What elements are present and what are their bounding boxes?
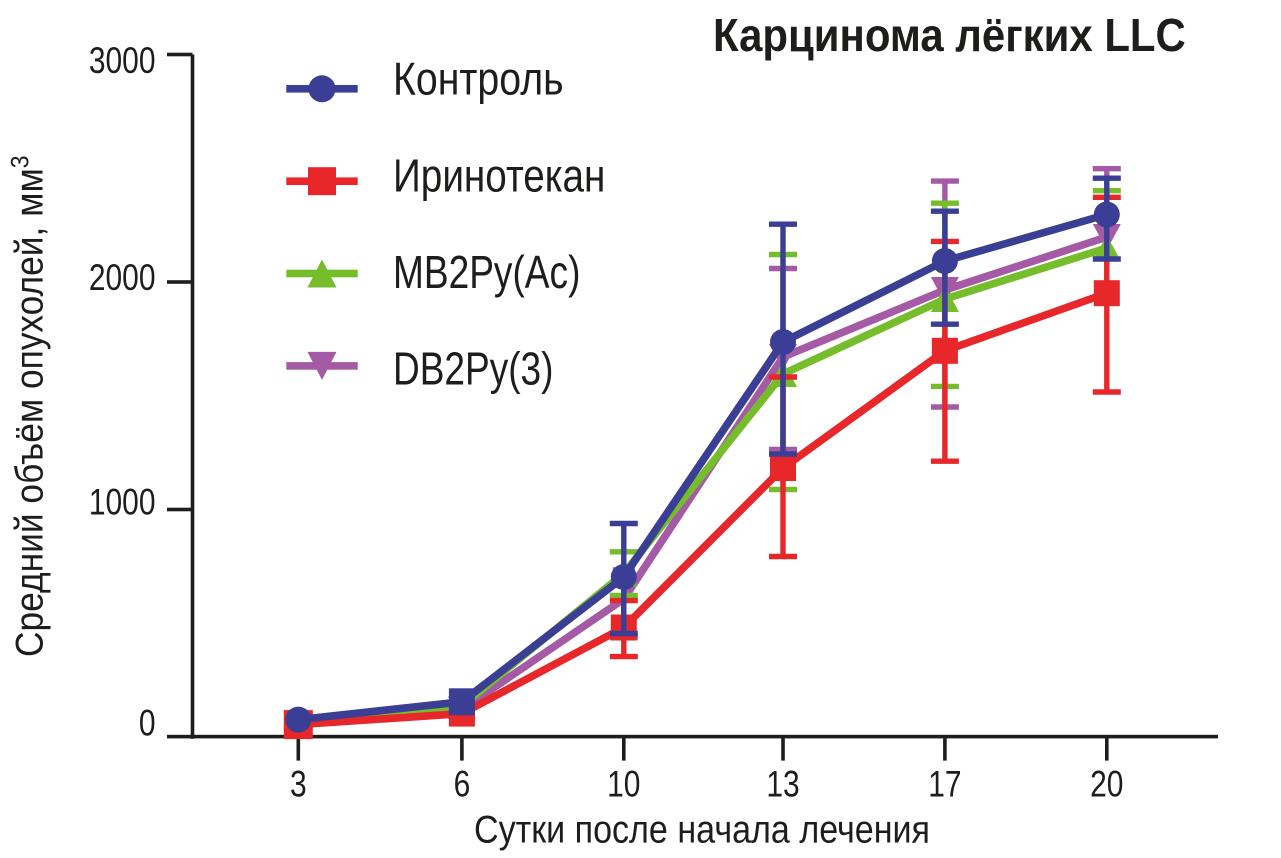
svg-text:6: 6 (454, 765, 471, 806)
svg-text:Средний объём опухолей, мм3: Средний объём опухолей, мм3 (7, 156, 51, 657)
svg-text:1000: 1000 (89, 482, 156, 523)
svg-text:17: 17 (928, 765, 961, 806)
svg-text:13: 13 (766, 765, 799, 806)
svg-text:3000: 3000 (89, 41, 156, 82)
svg-text:3: 3 (290, 765, 307, 806)
svg-text:MB2Py(Ac): MB2Py(Ac) (393, 246, 580, 298)
svg-text:2000: 2000 (89, 258, 156, 299)
svg-text:Сутки после начала лечения: Сутки после начала лечения (474, 808, 930, 851)
svg-text:Контроль: Контроль (393, 54, 564, 106)
svg-text:0: 0 (139, 704, 156, 745)
svg-text:DB2Py(3): DB2Py(3) (393, 343, 553, 395)
svg-text:20: 20 (1090, 765, 1123, 806)
svg-text:10: 10 (607, 765, 640, 806)
svg-text:Карцинома лёгких LLC: Карцинома лёгких LLC (713, 10, 1186, 61)
svg-text:Иринотекан: Иринотекан (393, 151, 605, 202)
